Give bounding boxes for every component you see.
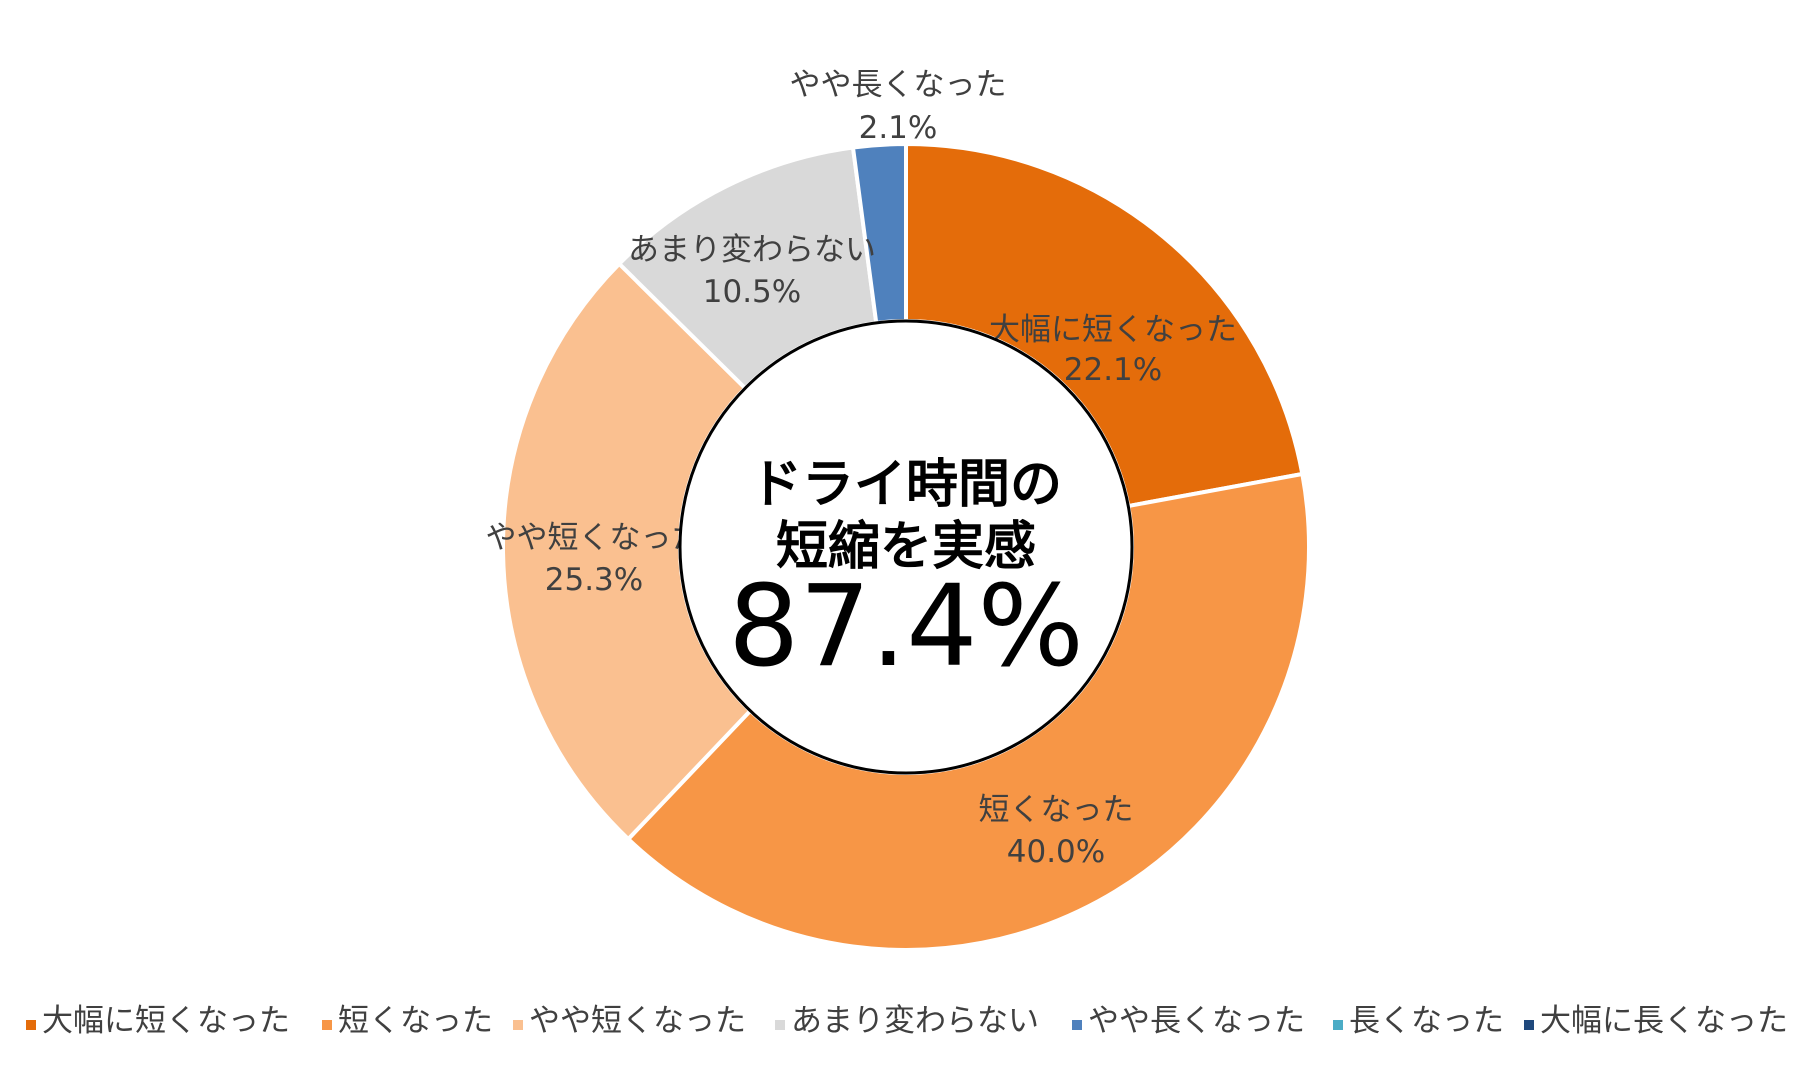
center-text-line-2: 短縮を実感 <box>776 517 1036 577</box>
slice-label-value-3: 25.3% <box>545 562 643 598</box>
legend-label-6: 長くなった <box>1349 1003 1504 1039</box>
legend-label-4: あまり変わらない <box>791 1003 1039 1039</box>
legend: 大幅に短くなった 短くなった やや短くなった あまり変わらない やや長くなった 長くなった… <box>26 1003 1788 1039</box>
slice-label-value-4: 10.5% <box>703 274 801 310</box>
legend-swatch-2 <box>322 1020 332 1030</box>
center-value: 87.4% <box>728 562 1084 692</box>
slice-label-category-5: やや長くなった <box>790 67 1007 103</box>
legend-label-2: 短くなった <box>338 1003 493 1039</box>
legend-label-7: 大幅に長くなった <box>1540 1003 1788 1039</box>
legend-swatch-7 <box>1524 1020 1534 1030</box>
slice-label-category-4: あまり変わらない <box>628 232 876 268</box>
legend-swatch-6 <box>1333 1020 1343 1030</box>
slice-label-value-2: 40.0% <box>1007 834 1105 870</box>
slice-label-category-3: やや短くなった <box>486 520 703 556</box>
center-badge: ドライ時間の 短縮を実感 87.4% <box>678 319 1134 775</box>
chart-slices <box>501 141 1311 952</box>
legend-swatch-3 <box>513 1020 523 1030</box>
chart-slice-labels: 大幅に短くなった 22.1% 短くなった 40.0% やや短くなった 25.3% あまり変わ… <box>486 67 1238 870</box>
slice-label-category-1: 大幅に短くなった <box>989 312 1237 348</box>
legend-label-3: やや短くなった <box>529 1003 746 1039</box>
legend-swatch-5 <box>1072 1020 1082 1030</box>
legend-label-1: 大幅に短くなった <box>42 1003 290 1039</box>
center-circle <box>678 319 1134 775</box>
legend-swatch-4 <box>775 1020 785 1030</box>
slice-label-value-1: 22.1% <box>1064 352 1162 388</box>
center-text-line-1: ドライ時間の <box>750 455 1062 515</box>
slice-label-value-5: 2.1% <box>859 110 938 146</box>
legend-label-5: やや長くなった <box>1088 1003 1305 1039</box>
slice-label-category-2: 短くなった <box>979 792 1134 828</box>
legend-swatch-1 <box>26 1020 36 1030</box>
